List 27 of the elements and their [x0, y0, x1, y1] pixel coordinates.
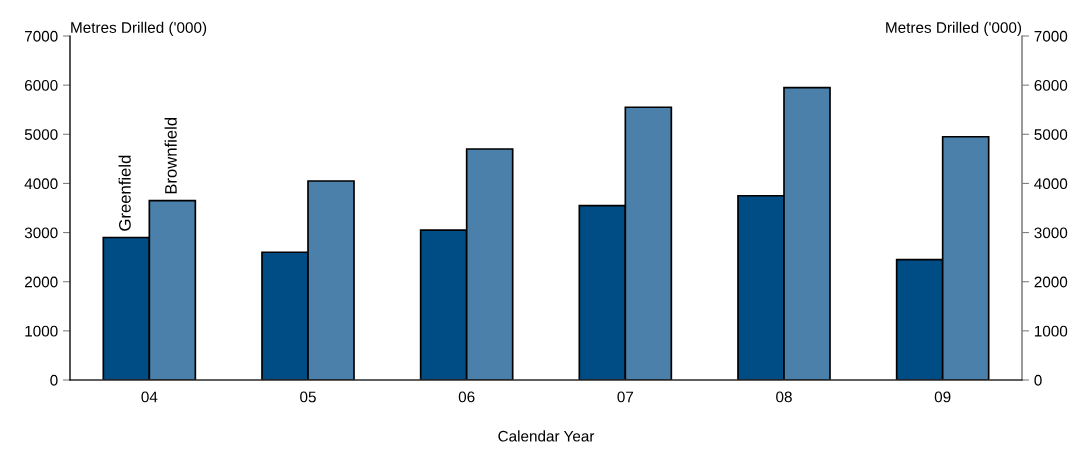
x-tick-label: 09 — [934, 391, 951, 403]
x-tick-label: 06 — [458, 391, 475, 403]
y-tick-label: 0 — [50, 374, 58, 386]
y2-tick-label: 2000 — [1034, 276, 1068, 288]
y-axis-title: Metres Drilled ('000) — [71, 21, 207, 36]
y2-tick-label: 0 — [1034, 374, 1042, 386]
y2-tick-label: 6000 — [1034, 80, 1068, 91]
text: Brownfield — [164, 117, 177, 194]
y-tick-label: 2000 — [24, 276, 58, 288]
y-tick-label: 1000 — [25, 325, 58, 337]
x-axis-title: Calendar Year — [498, 430, 595, 442]
x-tick-label: 08 — [776, 391, 792, 403]
y-tick-label: 5000 — [24, 129, 58, 140]
y2-tick-label: 7000 — [1034, 30, 1068, 42]
y-tick-label: 4000 — [24, 178, 58, 190]
y2-tick-label: 3000 — [1034, 227, 1068, 239]
y2-axis-title: Metres Drilled ('000) — [886, 21, 1022, 36]
x-tick-label: 05 — [300, 391, 316, 403]
x-tick-label: 04 — [141, 391, 158, 403]
y-tick-label: 7000 — [24, 30, 58, 42]
y2-tick-label: 4000 — [1034, 178, 1068, 190]
y2-tick-label: 5000 — [1034, 129, 1068, 140]
y-tick-label: 6000 — [24, 80, 58, 91]
text: Greenfield — [118, 155, 131, 231]
y2-tick-label: 1000 — [1034, 325, 1068, 337]
y-tick-label: 3000 — [24, 227, 58, 239]
x-tick-label: 07 — [617, 391, 634, 403]
